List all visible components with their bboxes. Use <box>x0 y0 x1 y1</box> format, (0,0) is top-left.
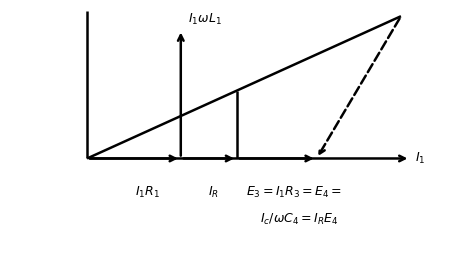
Text: $I_1$: $I_1$ <box>415 151 426 166</box>
Text: $E_3 = I_1R_3 = E_4 =$: $E_3 = I_1R_3 = E_4 =$ <box>246 185 343 200</box>
Text: $I_c/\omega C_4 = I_RE_4$: $I_c/\omega C_4 = I_RE_4$ <box>260 212 339 227</box>
Text: $I_1\omega L_1$: $I_1\omega L_1$ <box>188 12 221 27</box>
Text: $I_1R_1$: $I_1R_1$ <box>136 185 161 200</box>
Text: $I_R$: $I_R$ <box>208 185 219 200</box>
